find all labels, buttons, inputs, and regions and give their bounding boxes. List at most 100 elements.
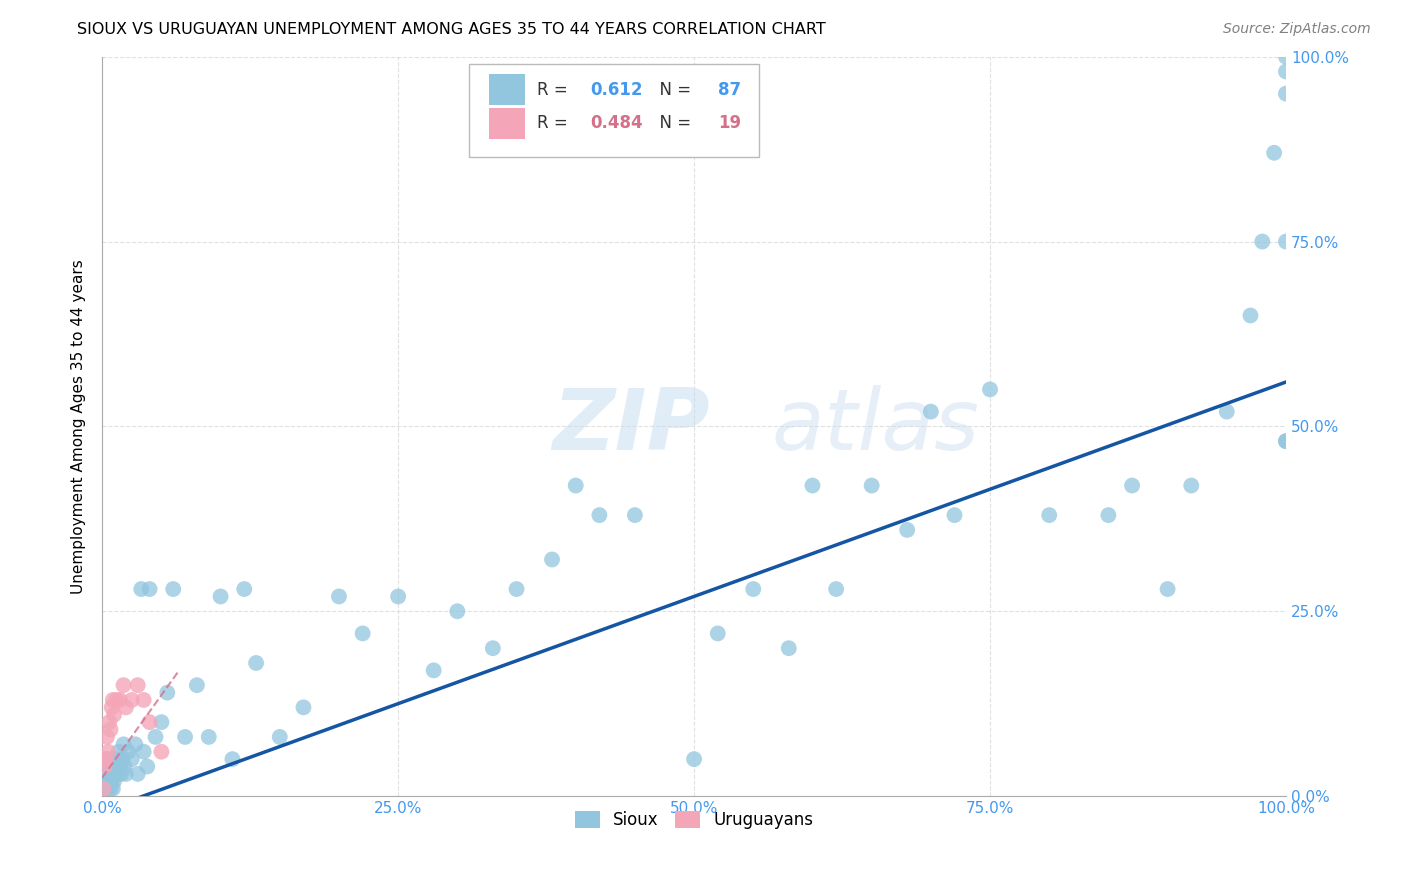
- Point: [896, 523, 918, 537]
- Point: [269, 730, 291, 744]
- Point: [136, 759, 159, 773]
- Point: [150, 745, 173, 759]
- Point: [132, 693, 155, 707]
- Point: [186, 678, 208, 692]
- Point: [105, 693, 128, 707]
- Point: [138, 582, 160, 596]
- Point: [979, 383, 1001, 397]
- Point: [96, 774, 118, 789]
- Point: [588, 508, 610, 522]
- Point: [96, 759, 118, 773]
- Point: [121, 693, 143, 707]
- Point: [100, 723, 122, 737]
- Point: [1275, 87, 1298, 101]
- Point: [221, 752, 243, 766]
- Point: [482, 641, 505, 656]
- Text: 87: 87: [717, 81, 741, 99]
- Point: [233, 582, 256, 596]
- Point: [111, 752, 134, 766]
- Point: [825, 582, 848, 596]
- Point: [162, 582, 184, 596]
- Point: [245, 656, 267, 670]
- Point: [801, 478, 824, 492]
- Point: [107, 745, 129, 759]
- Point: [624, 508, 647, 522]
- Point: [328, 590, 350, 604]
- Point: [114, 759, 136, 773]
- Point: [129, 582, 152, 596]
- Point: [683, 752, 706, 766]
- Point: [209, 590, 232, 604]
- FancyBboxPatch shape: [489, 108, 524, 139]
- Point: [107, 767, 129, 781]
- Point: [706, 626, 728, 640]
- Text: SIOUX VS URUGUAYAN UNEMPLOYMENT AMONG AGES 35 TO 44 YEARS CORRELATION CHART: SIOUX VS URUGUAYAN UNEMPLOYMENT AMONG AG…: [77, 22, 827, 37]
- Point: [108, 759, 131, 773]
- Point: [105, 752, 128, 766]
- Point: [1275, 64, 1298, 78]
- Point: [98, 715, 121, 730]
- Text: 0.484: 0.484: [591, 114, 643, 132]
- Point: [446, 604, 468, 618]
- Point: [94, 752, 117, 766]
- Point: [1263, 145, 1285, 160]
- Point: [94, 781, 117, 796]
- Point: [115, 700, 138, 714]
- Point: [1156, 582, 1178, 596]
- Text: R =: R =: [537, 81, 572, 99]
- Point: [100, 752, 122, 766]
- Point: [93, 781, 115, 796]
- Point: [1038, 508, 1060, 522]
- FancyBboxPatch shape: [489, 74, 524, 105]
- Point: [101, 767, 124, 781]
- Point: [422, 664, 444, 678]
- Text: 0.612: 0.612: [591, 81, 643, 99]
- Point: [93, 759, 115, 773]
- Point: [127, 678, 149, 692]
- Point: [1275, 434, 1298, 449]
- Point: [93, 774, 115, 789]
- Point: [93, 781, 115, 796]
- Point: [778, 641, 800, 656]
- Point: [96, 730, 118, 744]
- Point: [98, 774, 121, 789]
- Point: [564, 478, 586, 492]
- Point: [156, 685, 179, 699]
- Legend: Sioux, Uruguayans: Sioux, Uruguayans: [568, 805, 820, 836]
- FancyBboxPatch shape: [470, 64, 759, 156]
- Point: [174, 730, 197, 744]
- Point: [1275, 434, 1298, 449]
- Point: [97, 781, 120, 796]
- Text: N =: N =: [650, 114, 696, 132]
- Point: [112, 678, 135, 692]
- Text: N =: N =: [650, 81, 696, 99]
- Point: [94, 767, 117, 781]
- Point: [860, 478, 883, 492]
- Point: [505, 582, 527, 596]
- Point: [352, 626, 374, 640]
- Point: [124, 737, 146, 751]
- Point: [742, 582, 765, 596]
- Y-axis label: Unemployment Among Ages 35 to 44 years: Unemployment Among Ages 35 to 44 years: [72, 259, 86, 594]
- Point: [1216, 404, 1239, 418]
- Point: [121, 752, 143, 766]
- Point: [541, 552, 564, 566]
- Point: [1097, 508, 1119, 522]
- Text: Source: ZipAtlas.com: Source: ZipAtlas.com: [1223, 22, 1371, 37]
- Point: [103, 759, 125, 773]
- Point: [1239, 309, 1261, 323]
- Point: [104, 767, 127, 781]
- Text: atlas: atlas: [770, 384, 979, 468]
- Point: [103, 707, 125, 722]
- Point: [1180, 478, 1202, 492]
- Point: [138, 715, 160, 730]
- Point: [112, 737, 135, 751]
- Point: [100, 767, 122, 781]
- Point: [115, 767, 138, 781]
- Point: [1275, 50, 1298, 64]
- Text: ZIP: ZIP: [553, 384, 710, 468]
- Point: [150, 715, 173, 730]
- Point: [100, 774, 122, 789]
- Point: [1121, 478, 1143, 492]
- Point: [100, 781, 122, 796]
